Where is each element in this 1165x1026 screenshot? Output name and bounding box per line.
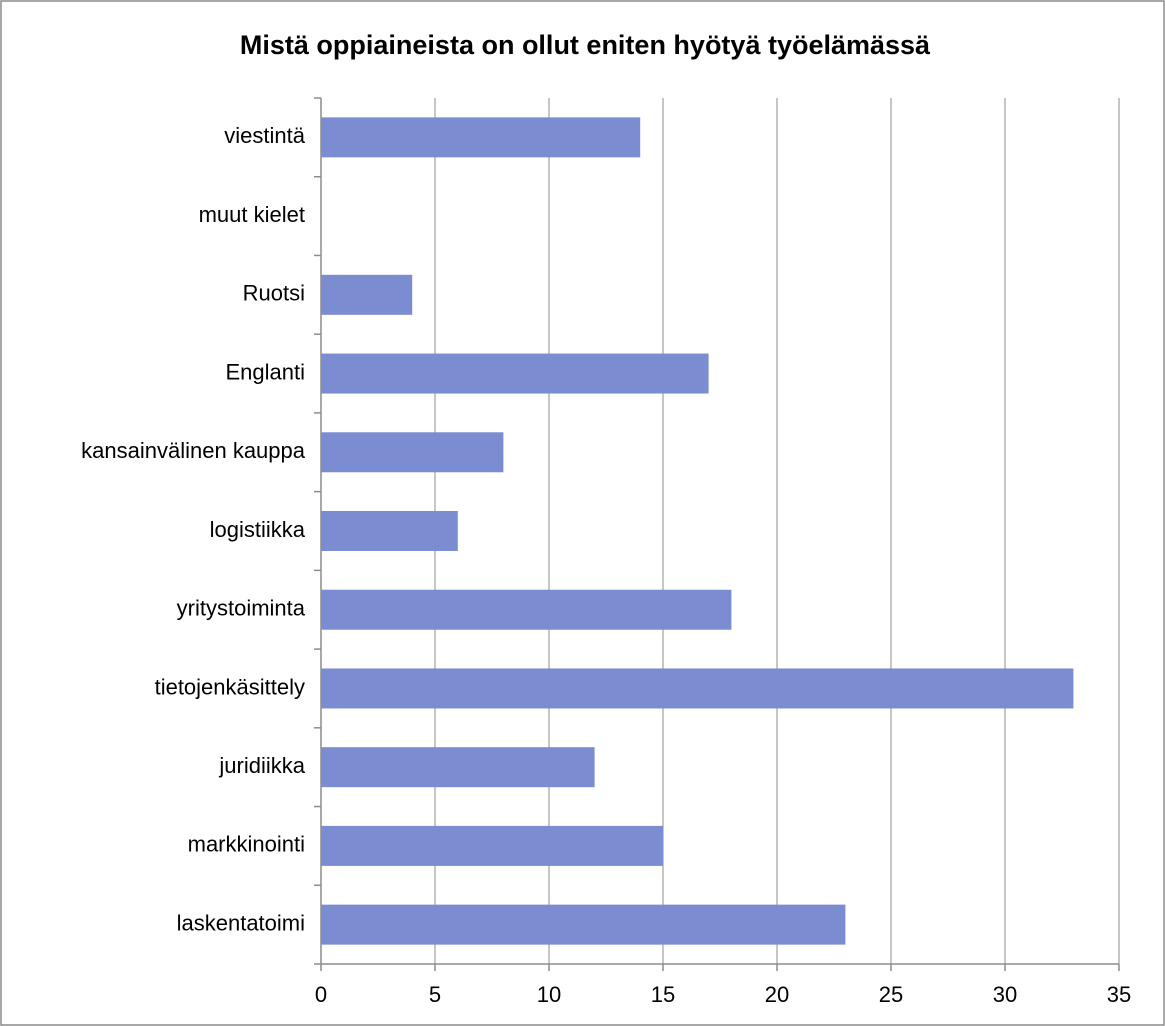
y-tick-label: tietojenkäsittely — [155, 674, 305, 699]
x-tick-label: 35 — [1107, 982, 1131, 1007]
x-tick-label: 15 — [651, 982, 675, 1007]
x-tick-label: 10 — [537, 982, 561, 1007]
x-tick-label: 5 — [429, 982, 441, 1007]
y-tick-label: markkinointi — [188, 832, 305, 857]
y-tick-label: kansainvälinen kauppa — [81, 438, 306, 463]
x-tick-label: 25 — [879, 982, 903, 1007]
x-tick-label: 30 — [993, 982, 1017, 1007]
bar — [321, 274, 413, 315]
y-tick-label: juridiikka — [218, 753, 305, 778]
y-tick-label: Ruotsi — [243, 281, 305, 306]
x-tick-label: 0 — [315, 982, 327, 1007]
y-tick-label: laskentatoimi — [177, 910, 305, 935]
bar — [321, 825, 663, 866]
bar — [321, 747, 595, 788]
y-tick-label: Englanti — [225, 359, 305, 384]
bar — [321, 117, 641, 158]
x-tick-label: 20 — [765, 982, 789, 1007]
chart-title: Mistä oppiaineista on ollut eniten hyöty… — [240, 30, 931, 60]
bar — [321, 668, 1074, 709]
y-tick-label: viestintä — [224, 123, 305, 148]
bar — [321, 353, 709, 394]
bar — [321, 432, 504, 473]
bar — [321, 511, 458, 551]
y-tick-label: muut kielet — [199, 202, 305, 227]
y-tick-label: yritystoiminta — [177, 596, 306, 621]
bar — [321, 904, 846, 945]
bar — [321, 589, 732, 630]
y-tick-label: logistiikka — [210, 517, 306, 542]
